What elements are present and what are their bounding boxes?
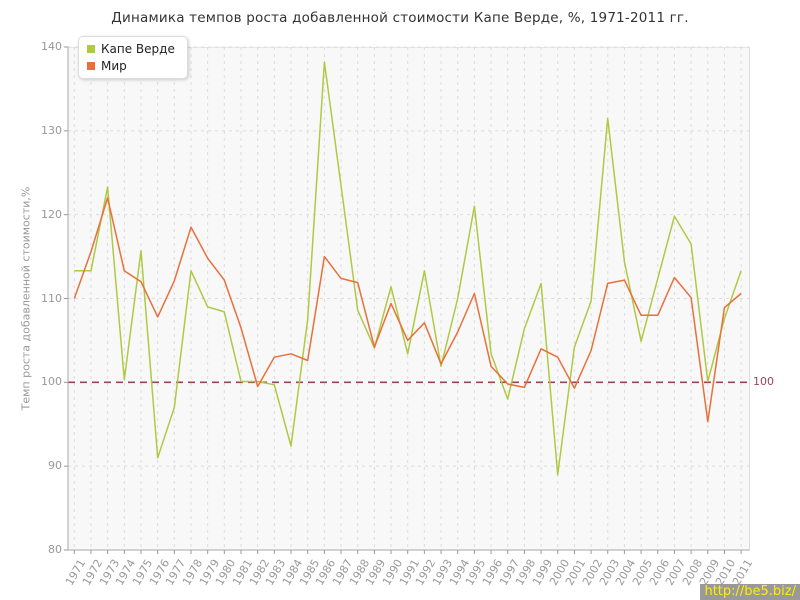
y-tick-label: 140: [41, 40, 62, 53]
legend: Капе Верде Мир: [78, 36, 188, 79]
y-tick-label: 120: [41, 207, 62, 221]
legend-label: Мир: [101, 59, 127, 73]
y-tick-label: 80: [48, 543, 62, 556]
y-tick-label: 130: [41, 123, 62, 137]
y-tick-label: 90: [48, 459, 62, 473]
watermark-link[interactable]: http://be5.biz/: [700, 584, 800, 600]
legend-label: Капе Верде: [101, 42, 175, 56]
legend-item[interactable]: Капе Верде: [87, 42, 175, 56]
baseline-value-label: 100: [753, 375, 774, 389]
series-line-1: [73, 197, 742, 423]
legend-item[interactable]: Мир: [87, 59, 175, 73]
legend-swatch-icon: [87, 45, 95, 53]
legend-swatch-icon: [87, 62, 95, 70]
y-tick-label: 110: [41, 291, 62, 305]
chart-title: Динамика темпов роста добавленной стоимо…: [111, 10, 689, 26]
series-line-0: [74, 61, 742, 476]
y-tick-label: 100: [41, 375, 62, 389]
